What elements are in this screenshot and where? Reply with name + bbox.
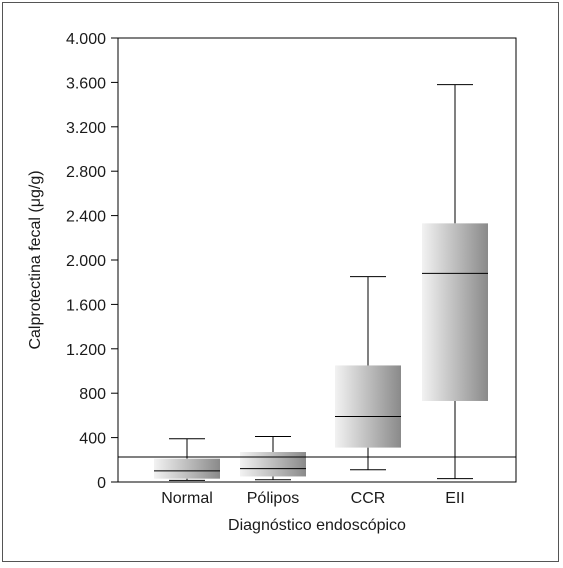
y-axis: 0 400 800 1.200 1.600 2.000 2.400 2.800 3.200 3.6… xyxy=(66,31,118,492)
box-normal xyxy=(154,438,220,481)
box-iqr xyxy=(422,223,488,401)
y-axis-title: Calprotectina fecal (μg/g) xyxy=(27,170,44,349)
box-ccr xyxy=(335,276,401,471)
x-axis-title: Diagnóstico endoscópico xyxy=(228,517,406,534)
y-tick-label: 400 xyxy=(79,431,106,448)
y-tick-label: 2.400 xyxy=(66,209,106,226)
x-tick-label: CCR xyxy=(351,490,386,507)
y-tick-label: 0 xyxy=(97,475,106,492)
box-iqr xyxy=(335,365,401,448)
y-tick-label: 1.600 xyxy=(66,297,106,314)
box-pólipos xyxy=(240,435,306,481)
box-series xyxy=(154,84,488,481)
y-tick-label: 3.200 xyxy=(66,120,106,137)
x-tick-label: Normal xyxy=(161,490,213,507)
y-tick-label: 800 xyxy=(79,386,106,403)
x-tick-label: EII xyxy=(445,490,465,507)
y-tick-label: 3.600 xyxy=(66,75,106,92)
box-eii xyxy=(422,84,488,480)
y-tick-label: 2.000 xyxy=(66,253,106,270)
y-tick-label: 4.000 xyxy=(66,31,106,48)
x-axis: Normal Pólipos CCR EII xyxy=(161,490,465,507)
y-tick-label: 1.200 xyxy=(66,342,106,359)
x-tick-label: Pólipos xyxy=(247,490,299,507)
y-tick-label: 2.800 xyxy=(66,164,106,181)
box-iqr xyxy=(154,458,220,479)
box-iqr xyxy=(240,452,306,477)
